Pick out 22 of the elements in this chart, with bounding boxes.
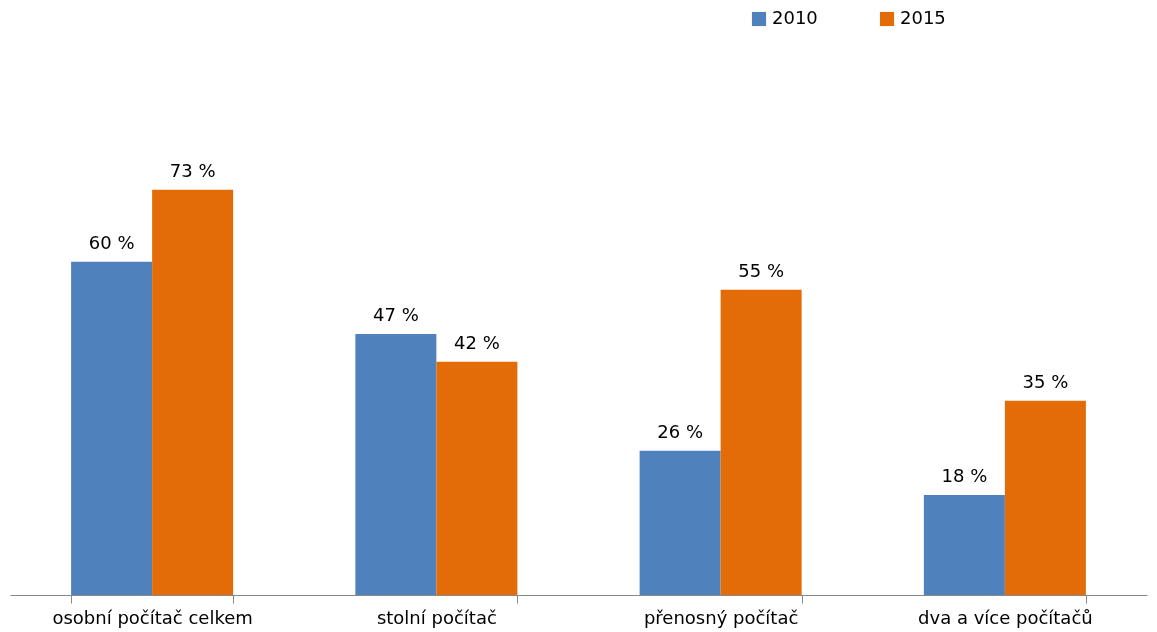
bar <box>720 289 802 595</box>
bar <box>1004 400 1086 595</box>
bar <box>923 495 1005 595</box>
x-tick-label: stolní počítač <box>376 606 497 628</box>
bar <box>152 189 234 595</box>
data-label: 55 % <box>738 259 784 281</box>
data-label: 42 % <box>454 331 500 353</box>
legend-label: 2010 <box>772 7 818 28</box>
x-tick-label: přenosný počítač <box>643 606 799 628</box>
data-label: 35 % <box>1022 370 1069 392</box>
data-label: 26 % <box>657 420 703 442</box>
legend-label: 2015 <box>900 7 946 28</box>
data-label: 73 % <box>169 159 216 181</box>
data-label: 18 % <box>941 465 988 487</box>
data-label: 60 % <box>88 231 135 253</box>
bar <box>639 450 721 595</box>
data-label: 47 % <box>373 304 419 326</box>
bar <box>71 261 153 595</box>
x-tick-label: osobní počítač celkem <box>52 606 253 628</box>
bar <box>355 334 437 595</box>
x-tick-label: dva a více počítačů <box>918 606 1093 628</box>
bar <box>436 361 518 595</box>
